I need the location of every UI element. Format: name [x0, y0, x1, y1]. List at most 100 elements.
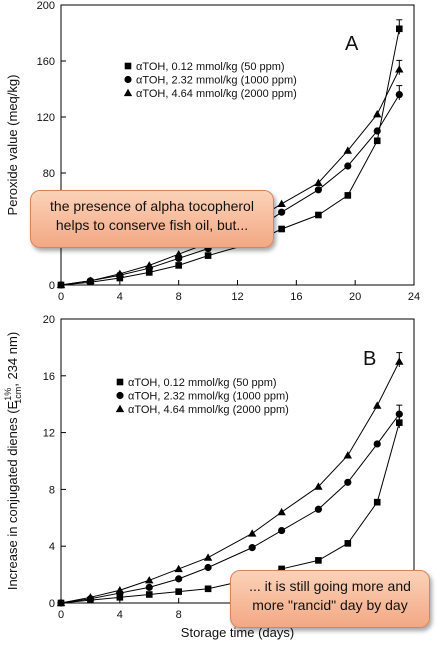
panel-b-data-point	[373, 440, 381, 448]
panel-a-x-tick-label: 24	[408, 291, 420, 303]
panel-b-data-point	[373, 498, 381, 506]
panel-a-legend-label: αTOH, 0.12 mmol/kg (50 ppm)	[136, 61, 285, 73]
callout-still-rancid: ... it is still going more and more "ran…	[230, 570, 430, 628]
panel-b-series-line	[60, 361, 400, 604]
panel-a-data-point	[145, 269, 153, 276]
panel-a-series-circle	[57, 85, 403, 289]
panel-b-data-point	[314, 482, 323, 490]
panel-a-y-tick-label: 200	[37, 0, 55, 12]
panel-a-x-tick-label: 8	[176, 291, 182, 303]
panel-b-data-point	[204, 585, 212, 593]
panel-a-data-point	[145, 261, 154, 269]
panel-b-y-axis-label: Increase in conjugated dienes (E1%1cm, 2…	[3, 332, 23, 590]
panel-a-data-point	[204, 252, 212, 259]
panel-b-data-point	[145, 591, 153, 598]
panel-b-legend-label: αTOH, 4.64 mmol/kg (2000 ppm)	[128, 404, 289, 416]
panel-b-legend-marker	[115, 404, 125, 413]
panel-b-y-tick-label: 12	[43, 428, 55, 440]
panel-a-y-tick-label: 80	[43, 168, 55, 180]
panel-a-data-point	[343, 146, 353, 154]
panel-b-data-point	[175, 588, 182, 595]
panel-a-legend-label: αTOH, 4.64 mmol/kg (2000 ppm)	[136, 88, 297, 100]
panel-b-data-point	[343, 451, 353, 459]
panel-a-legend-entry: αTOH, 2.32 mmol/kg (1000 ppm)	[124, 75, 297, 87]
panel-b-y-tick-label: 16	[43, 371, 55, 383]
panel-b-legend-entry: αTOH, 0.12 mmol/kg (50 ppm)	[116, 377, 277, 389]
panel-b-y-tick-label: 8	[49, 484, 55, 496]
panel-a-data-point	[344, 162, 352, 170]
panel-a-data-point	[175, 262, 182, 269]
panel-b-legend-entry: αTOH, 4.64 mmol/kg (2000 ppm)	[115, 404, 289, 416]
panel-a-x-tick-label: 0	[58, 291, 64, 303]
panel-b-legend-marker	[116, 391, 124, 400]
panel-a-data-point	[56, 280, 66, 289]
panel-a-legend-marker	[124, 62, 132, 70]
panel-b-data-point	[277, 507, 286, 516]
panel-b-data-point	[248, 544, 256, 552]
panel-a-data-point	[314, 186, 322, 194]
panel-b-y-tick-label: 20	[43, 314, 55, 326]
panel-b-data-point	[115, 586, 125, 594]
panel-b-series-line	[60, 413, 400, 604]
panel-b-legend-marker	[116, 378, 124, 386]
panel-a-data-point	[373, 137, 381, 145]
panel-a-data-point	[395, 91, 403, 99]
panel-a-x-tick-label: 20	[349, 291, 361, 303]
panel-a-data-point	[115, 269, 125, 277]
panel-b-plot-frame	[60, 318, 415, 604]
panel-b-x-tick-label: 8	[176, 609, 182, 621]
panel-b-data-point	[203, 553, 213, 561]
panel-b-legend-label: αTOH, 2.32 mmol/kg (1000 ppm)	[128, 391, 289, 403]
panel-b-data-point	[315, 557, 322, 564]
panel-a-series-line	[60, 69, 400, 286]
panel-a-x-tick-label: 12	[231, 291, 243, 303]
panel-b-data-point	[174, 564, 183, 573]
panel-b-data-point	[395, 357, 404, 365]
panel-a-data-point	[277, 199, 286, 207]
panel-b-x-tick-label: 0	[58, 609, 64, 621]
panel-a-data-point	[278, 208, 286, 216]
panel-b-data-point	[344, 478, 352, 486]
panel-b-data-point	[344, 540, 352, 547]
panel-a-legend-entry: αTOH, 0.12 mmol/kg (50 ppm)	[124, 61, 285, 73]
panel-a-data-point	[395, 65, 404, 73]
panel-b-data-point	[278, 565, 285, 573]
panel-a-y-tick-label: 160	[37, 56, 55, 68]
panel-b-data-point	[314, 505, 322, 513]
panel-b-data-point	[278, 526, 286, 535]
panel-b-data-point	[395, 419, 403, 426]
panel-b-data-point	[248, 529, 257, 537]
panel-a-x-tick-label: 16	[290, 291, 302, 303]
panel-b-data-point	[56, 598, 66, 607]
panel-a-data-point	[344, 192, 352, 199]
panel-a-x-tick-label: 4	[117, 291, 123, 303]
panel-b-data-point	[145, 583, 153, 591]
panel-a-series-line	[60, 28, 400, 286]
panel-a-data-point	[315, 211, 322, 219]
panel-b-data-point	[373, 401, 382, 409]
panel-a-data-point	[278, 225, 285, 233]
panel-a-panel-letter: A	[345, 33, 359, 55]
panel-a-legend-marker	[123, 88, 133, 97]
panel-a-legend-entry: αTOH, 4.64 mmol/kg (2000 ppm)	[123, 88, 297, 100]
panel-b-y-tick-label: 0	[49, 598, 55, 610]
panel-b-y-tick-label: 4	[49, 541, 55, 553]
panel-b-chart: 0 4 8 0 4 8 12 16 20 Increase in conjugated diene…	[3, 314, 415, 640]
panel-a-y-tick-label: 0	[49, 280, 55, 292]
panel-a-data-point	[395, 25, 403, 33]
panel-b-x-tick-label: 4	[117, 609, 123, 621]
panel-a-data-point	[174, 250, 183, 258]
panel-a-y-tick-label: 120	[37, 112, 55, 124]
panel-b-legend-label: αTOH, 0.12 mmol/kg (50 ppm)	[128, 377, 277, 389]
panel-b-x-axis-label: Storage time (days)	[181, 625, 294, 640]
panel-b-legend-entry: αTOH, 2.32 mmol/kg (1000 ppm)	[116, 391, 289, 403]
panel-b-data-point	[116, 594, 124, 601]
panel-a-data-point	[86, 276, 95, 284]
panel-b-data-point	[175, 575, 183, 583]
panel-b-data-point	[86, 593, 95, 601]
callout-tocopherol-conserves: the presence of alpha tocopherol helps t…	[30, 190, 274, 248]
panel-b-series-triangle	[56, 352, 404, 607]
panel-a-chart: 0481216202404080120160200Peroxide value …	[5, 0, 420, 303]
panel-b-panel-letter: B	[363, 348, 376, 370]
